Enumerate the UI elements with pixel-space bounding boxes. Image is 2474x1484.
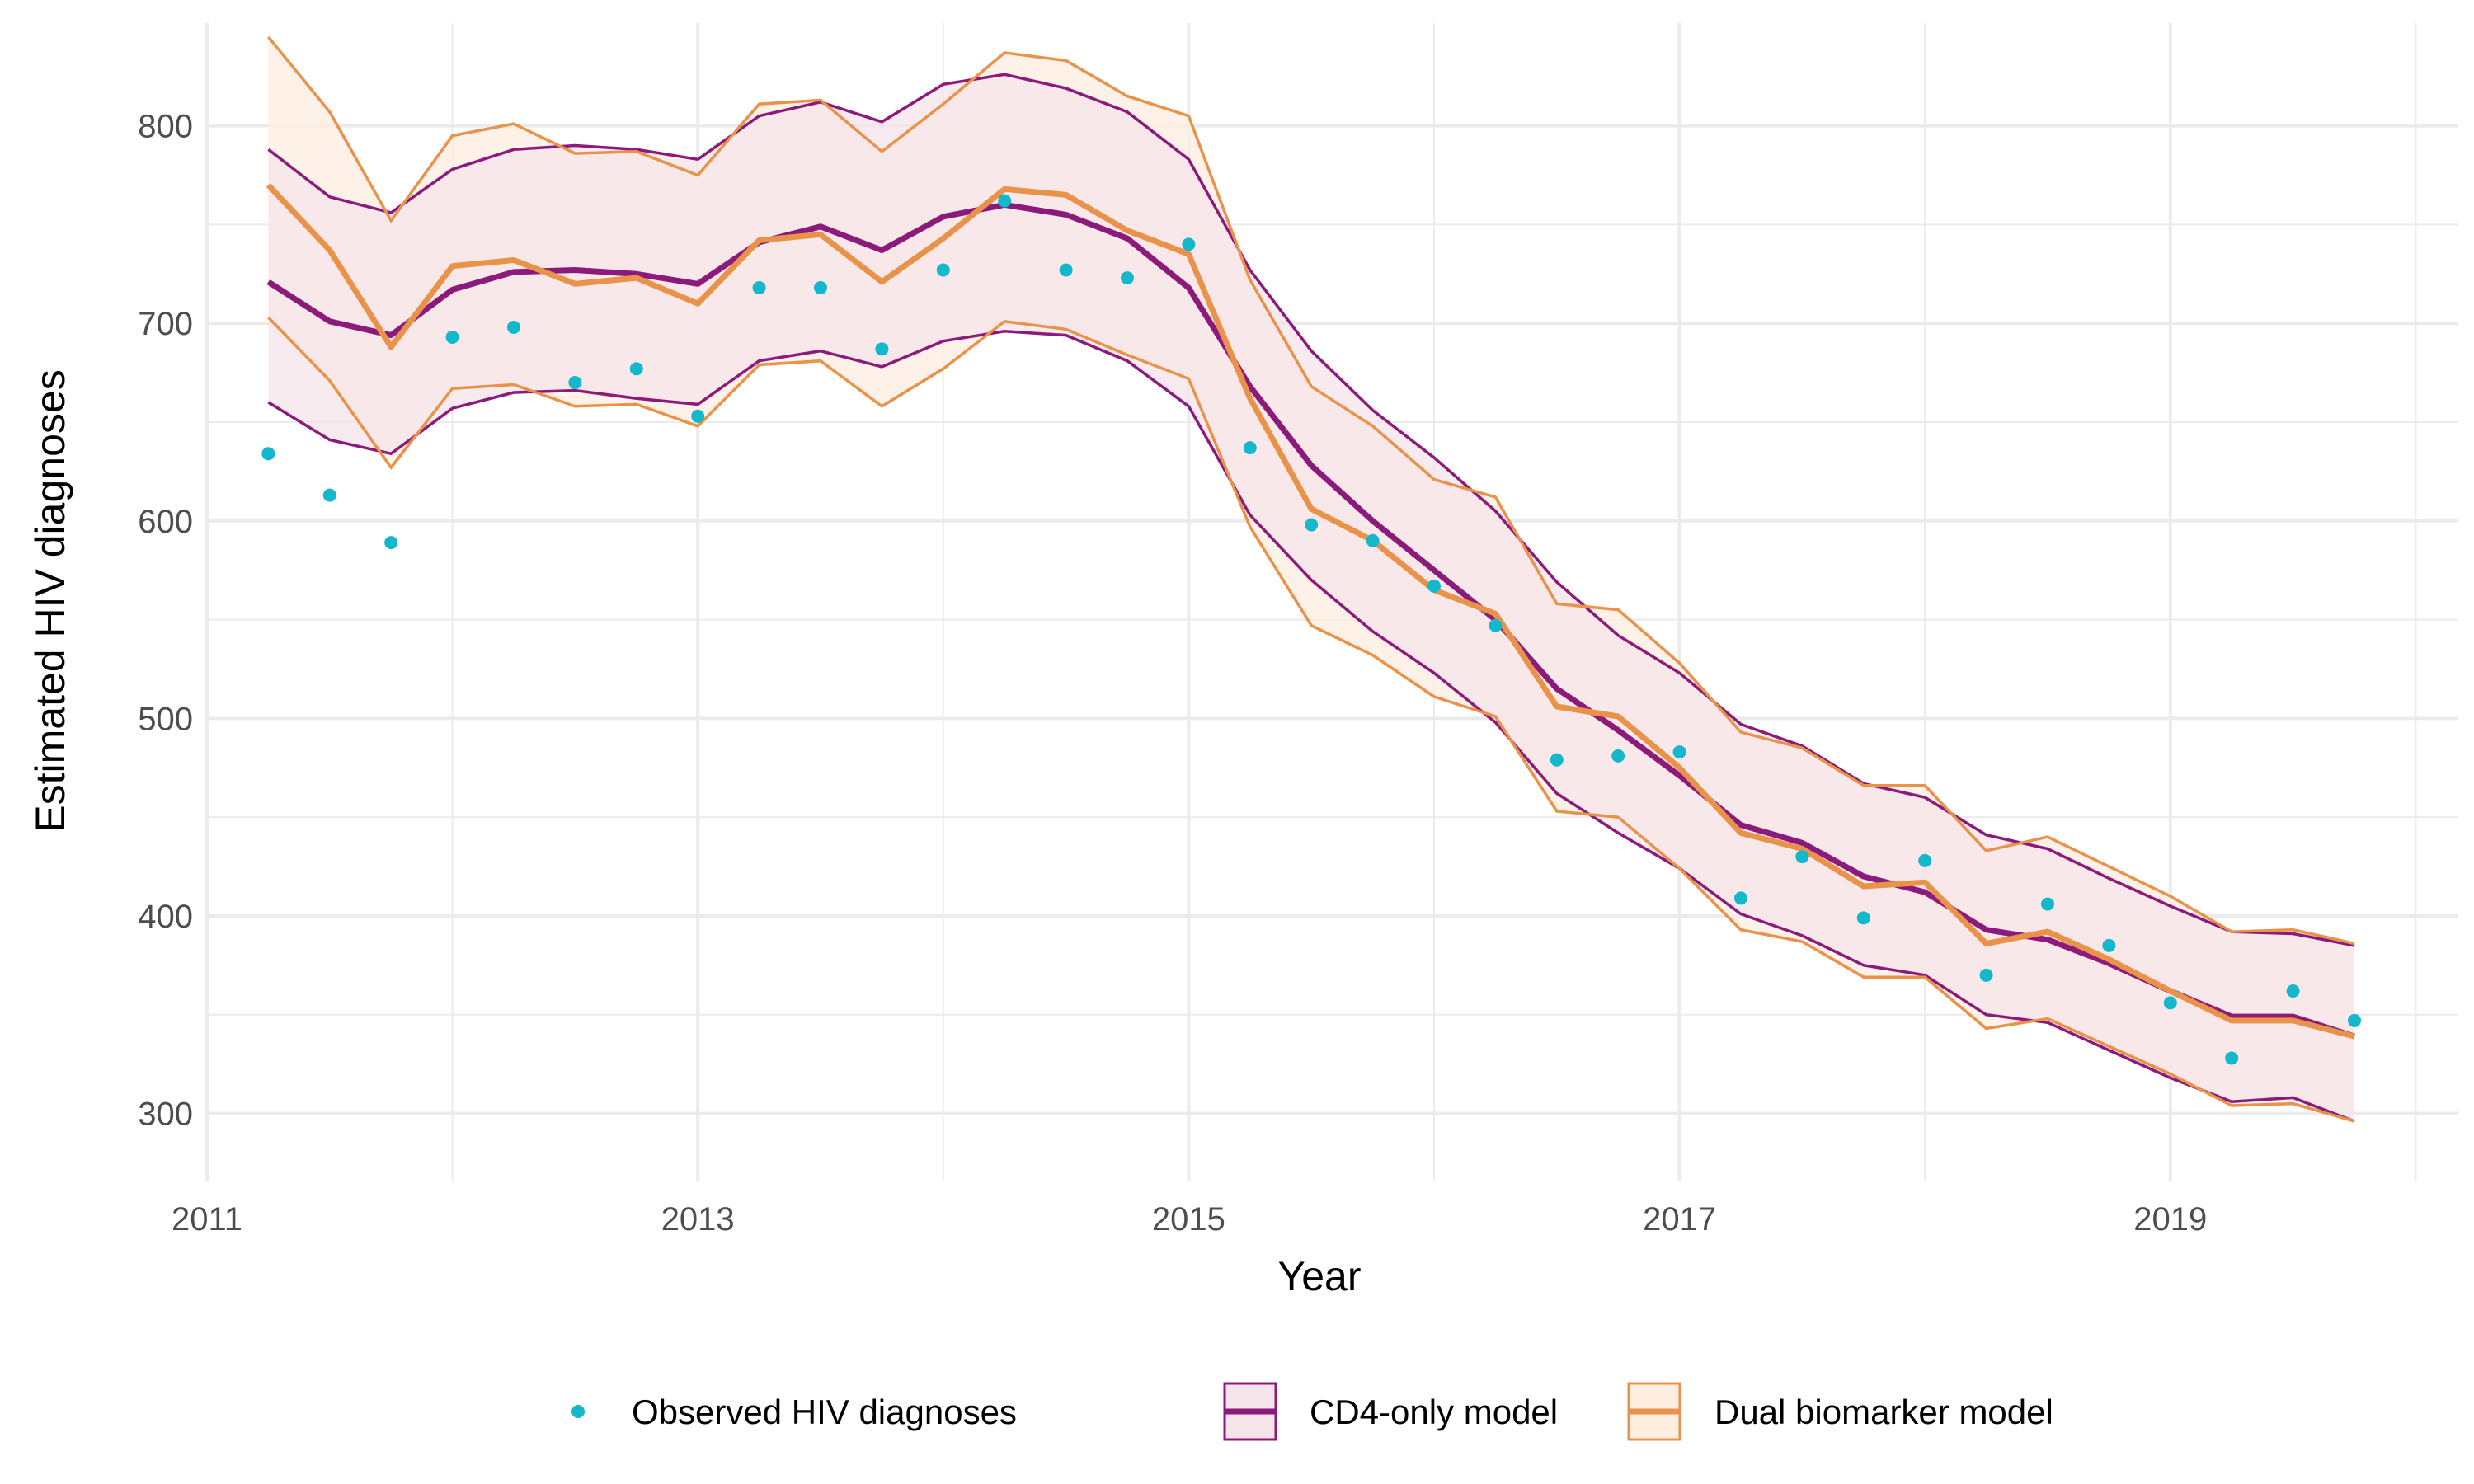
observed-point — [813, 281, 827, 295]
observed-point — [1795, 850, 1809, 864]
legend-item-cd4: CD4-only model — [1223, 1382, 1558, 1441]
x-tick-labels: 2011 2013 2015 2017 2019 — [172, 1201, 2207, 1237]
observed-point — [1856, 911, 1870, 925]
observed-point — [445, 330, 459, 344]
series-lines — [266, 183, 2356, 1040]
observed-point — [261, 447, 275, 461]
x-axis-title: Year — [1277, 1253, 1361, 1299]
observed-point — [2348, 1013, 2362, 1027]
observed-point — [1979, 968, 1993, 982]
observed-point — [2286, 984, 2300, 998]
legend-label-observed: Observed HIV diagnoses — [632, 1392, 1017, 1431]
y-tick-label: 600 — [138, 504, 193, 540]
observed-point — [629, 362, 643, 376]
line-dual-biomarker-model — [266, 183, 2355, 1040]
observed-point — [1611, 749, 1625, 763]
observed-point — [1672, 745, 1686, 759]
observed-point — [998, 194, 1012, 208]
y-tick-label: 400 — [138, 899, 193, 935]
ribbon-bounds — [267, 35, 2355, 1123]
observed-point — [2041, 897, 2055, 911]
lower-bound-cd4-only-model — [267, 330, 2355, 1123]
y-tick-label: 700 — [138, 306, 193, 342]
observed-point — [1918, 853, 1932, 867]
y-axis-title: Estimated HIV diagnoses — [27, 369, 73, 832]
x-tick-label: 2011 — [172, 1201, 242, 1237]
observed-point — [752, 281, 766, 295]
legend-label-cd4: CD4-only model — [1310, 1392, 1558, 1431]
observed-point — [2163, 996, 2177, 1010]
x-tick-label: 2015 — [1152, 1201, 1225, 1237]
observed-point — [1427, 579, 1441, 593]
observed-point — [1489, 618, 1503, 632]
observed-point — [1243, 441, 1257, 455]
y-tick-labels: 300 400 500 600 700 800 — [138, 109, 193, 1133]
observed-point — [1550, 753, 1564, 767]
legend-item-observed: Observed HIV diagnoses — [571, 1392, 1017, 1431]
observed-point — [1059, 263, 1073, 277]
observed-point — [1733, 891, 1747, 905]
y-tick-label: 500 — [138, 701, 193, 737]
observed-point — [691, 409, 705, 423]
axes: 2011 2013 2015 2017 2019 300400500600700800 … — [27, 109, 2207, 1299]
observed-point — [2102, 938, 2116, 952]
observed-point — [568, 376, 582, 390]
lower-bound-dual-biomarker-model — [267, 316, 2355, 1123]
observed-points — [261, 194, 2362, 1065]
x-tick-label: 2013 — [661, 1201, 735, 1237]
x-tick-label: 2019 — [2133, 1201, 2207, 1237]
observed-point — [2225, 1051, 2239, 1065]
x-tick-label: 2017 — [1643, 1201, 1716, 1237]
y-tick-label: 800 — [138, 109, 193, 145]
observed-point — [875, 342, 889, 356]
upper-bound-cd4-only-model — [267, 73, 2355, 947]
observed-point — [1120, 271, 1134, 285]
upper-bound-dual-biomarker-model — [267, 35, 2355, 946]
observed-point — [1366, 533, 1380, 547]
legend-item-dual: Dual biomarker model — [1627, 1382, 2053, 1441]
observed-point — [384, 536, 398, 550]
observed-point — [506, 320, 520, 334]
legend-key-observed — [571, 1405, 585, 1418]
y-tick-label: 300 — [138, 1097, 193, 1133]
legend-label-dual: Dual biomarker model — [1714, 1392, 2053, 1431]
observed-point — [1305, 518, 1319, 532]
line-cd4-only-model — [266, 201, 2356, 1040]
observed-point — [322, 488, 336, 502]
observed-point — [936, 263, 950, 277]
legend: Observed HIV diagnoses CD4-only model Du… — [571, 1382, 2053, 1441]
observed-point — [1182, 237, 1196, 251]
